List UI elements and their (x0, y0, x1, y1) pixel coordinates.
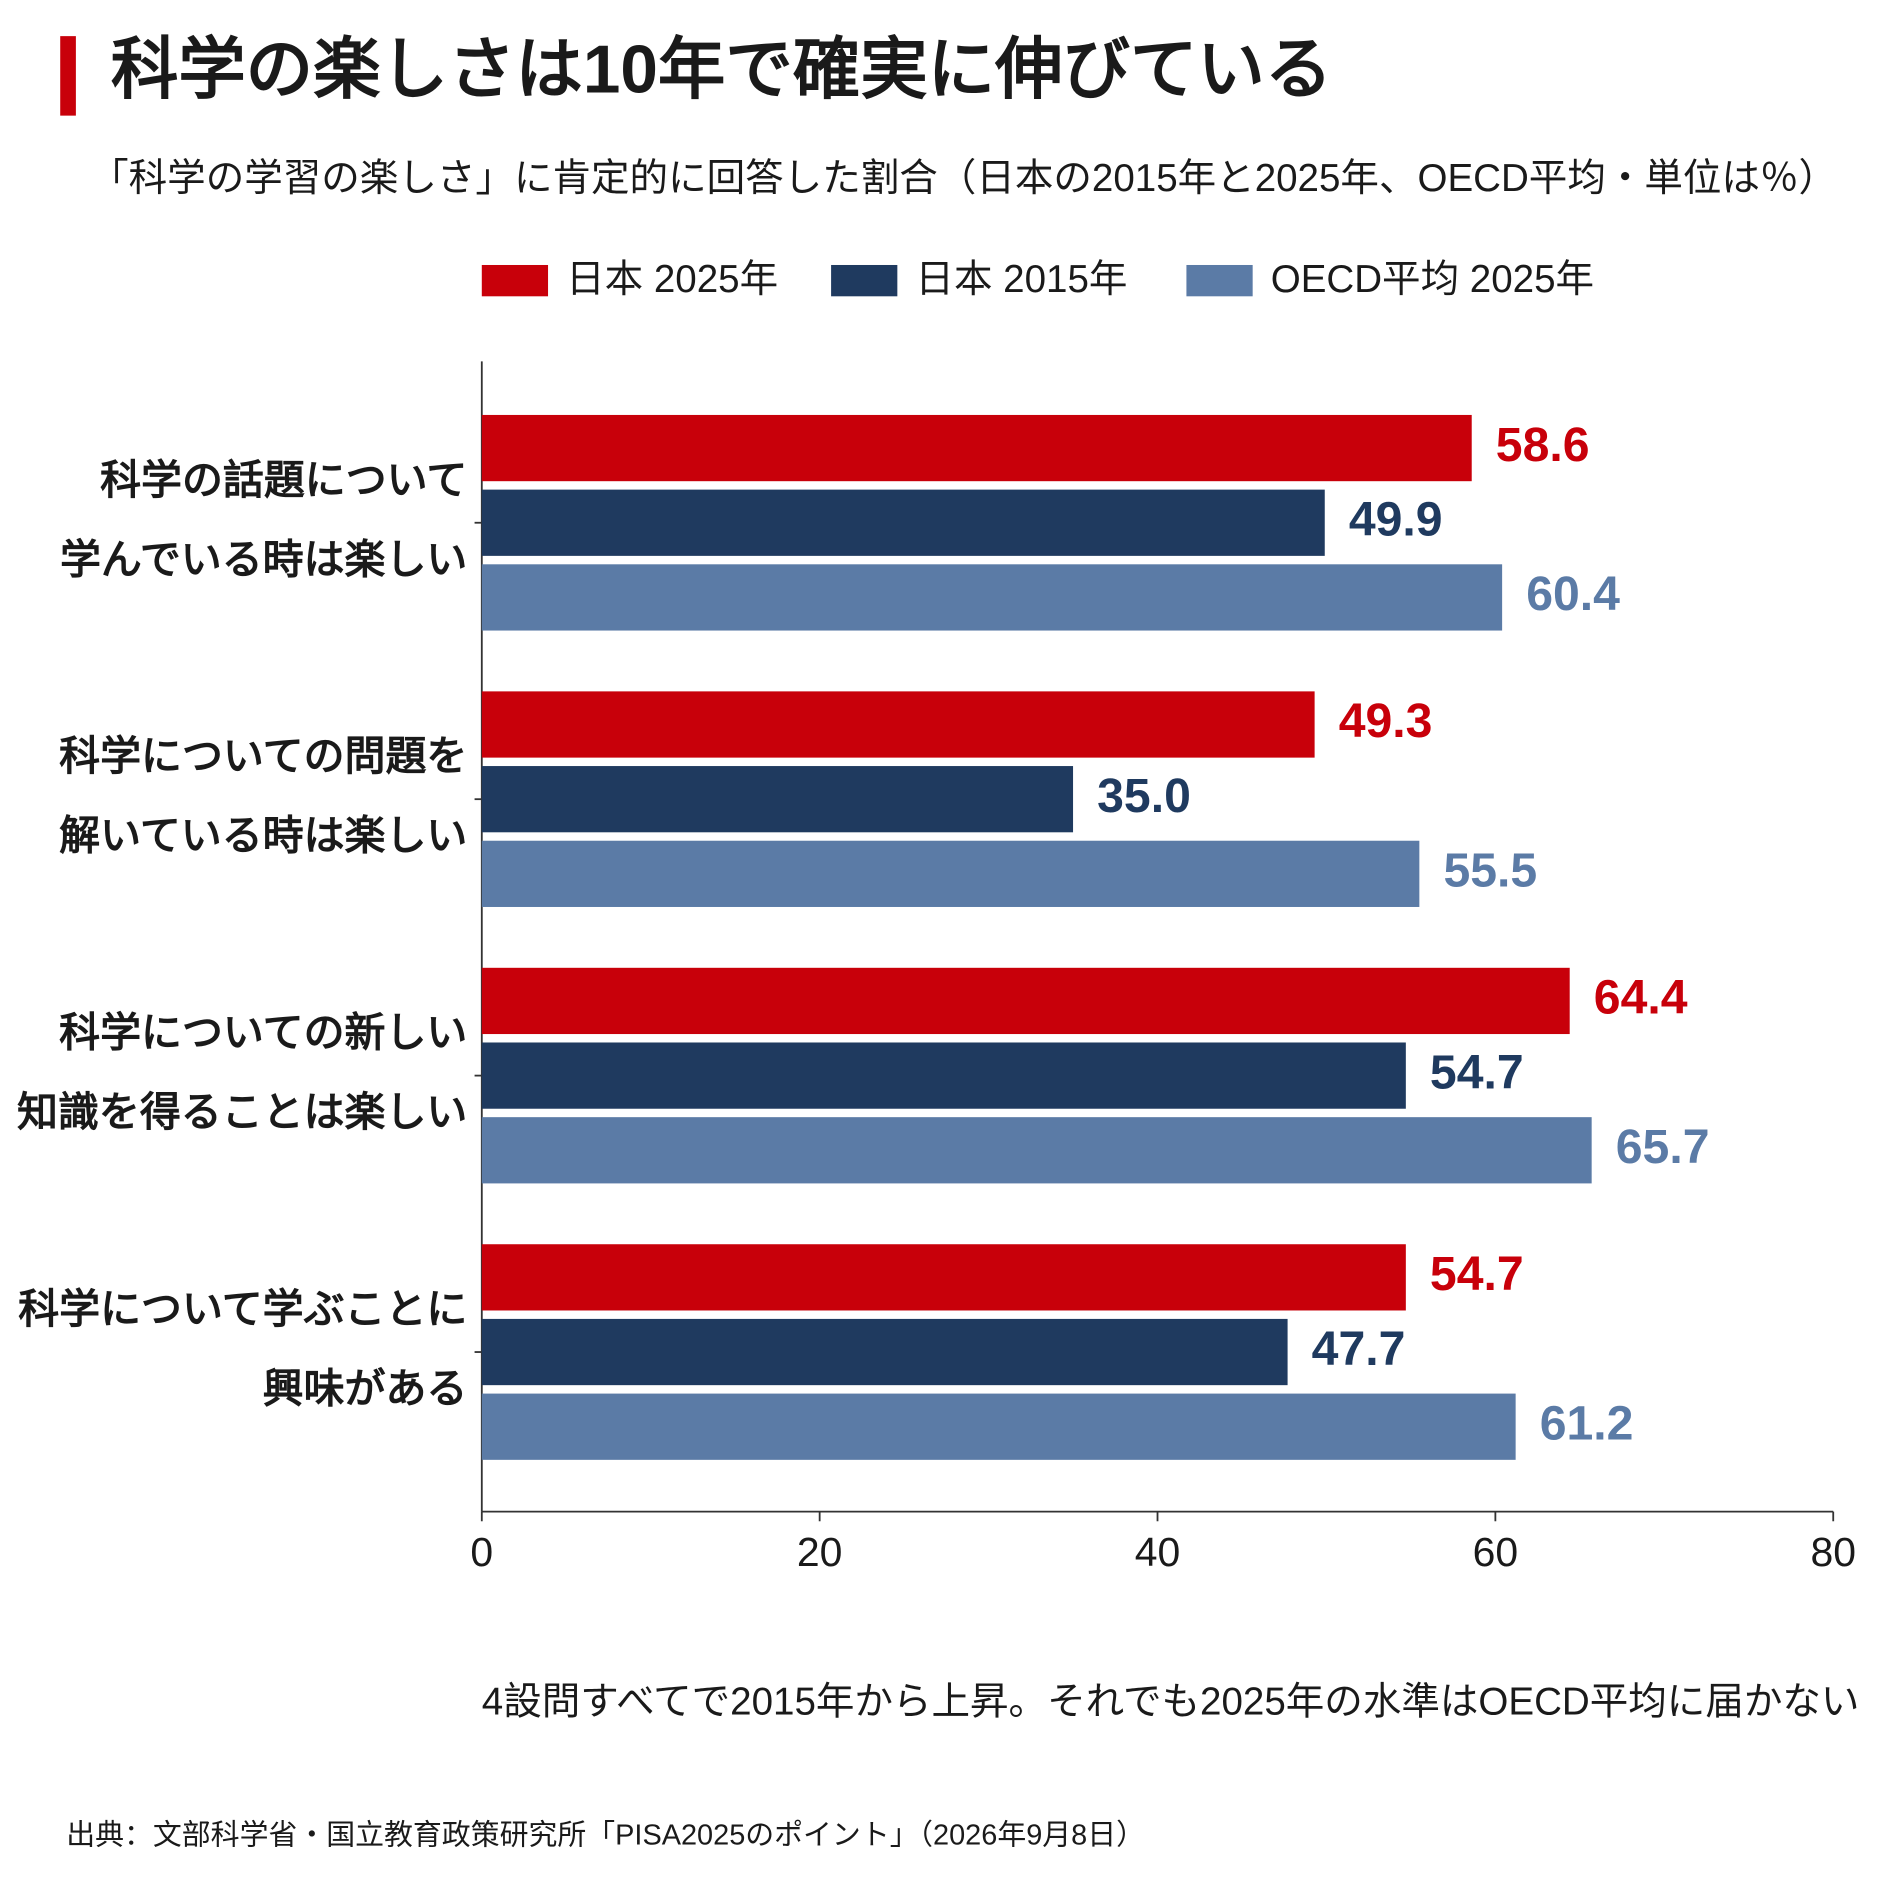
y-tick-label: 科学についての問題を (59, 733, 467, 779)
legend-swatch (481, 264, 549, 297)
value-label: 60.4 (1526, 567, 1620, 621)
bar (481, 1393, 1516, 1460)
value-label: 54.7 (1430, 1045, 1524, 1099)
y-tick-label: 学んでいる時は楽しい (60, 536, 467, 582)
value-label: 35.0 (1097, 769, 1191, 823)
value-label: 49.3 (1339, 694, 1433, 748)
x-tick-label: 40 (1135, 1529, 1181, 1575)
x-tick-label: 20 (797, 1529, 843, 1575)
bar (481, 414, 1472, 482)
legend-swatch (831, 264, 898, 297)
value-label: 55.5 (1443, 844, 1537, 898)
bar (481, 1244, 1406, 1311)
bar (481, 1042, 1406, 1109)
x-tick-label: 60 (1473, 1529, 1519, 1575)
y-tick-label: 興味がある (263, 1366, 468, 1412)
legend-label: 日本 2015年 (915, 258, 1127, 301)
annotation: 4設問すべてで2015年から上昇。それでも2025年の水準はOECD平均に届かな… (482, 1681, 1860, 1724)
x-tick-label: 80 (1810, 1529, 1856, 1575)
title-accent (60, 36, 76, 116)
value-label: 47.7 (1312, 1322, 1406, 1376)
y-tick-label: 科学の話題について (100, 457, 467, 503)
bar (481, 489, 1325, 556)
y-tick-label: 科学についての新しい (59, 1010, 467, 1056)
legend-label: 日本 2025年 (566, 258, 778, 301)
source: 出典：文部科学省・国立教育政策研究所「PISA2025のポイント」（2026年9… (66, 1819, 1145, 1851)
y-tick-label: 解いている時は楽しい (59, 813, 467, 859)
legend-swatch (1186, 264, 1253, 297)
y-tick-label: 知識を得ることは楽しい (17, 1089, 467, 1135)
bar (481, 840, 1420, 907)
bar (481, 691, 1315, 758)
bar (481, 564, 1503, 631)
x-tick-label: 0 (470, 1529, 493, 1575)
bar (481, 967, 1570, 1035)
value-label: 65.7 (1616, 1120, 1710, 1174)
value-label: 49.9 (1349, 492, 1443, 546)
chart-subtitle: 「科学の学習の楽しさ」に肯定的に回答した割合（日本の2015年と2025年、OE… (90, 157, 1837, 200)
chart-title: 科学の楽しさは10年で確実に伸びている (111, 32, 1332, 107)
value-label: 58.6 (1496, 418, 1590, 472)
value-label: 64.4 (1594, 971, 1688, 1025)
bar (481, 766, 1074, 833)
bar (481, 1318, 1288, 1386)
legend-label: OECD平均 2025年 (1271, 258, 1594, 301)
value-label: 61.2 (1540, 1396, 1634, 1450)
bar (481, 1117, 1592, 1184)
y-tick-label: 科学について学ぶことに (18, 1286, 467, 1332)
value-label: 54.7 (1430, 1247, 1524, 1301)
